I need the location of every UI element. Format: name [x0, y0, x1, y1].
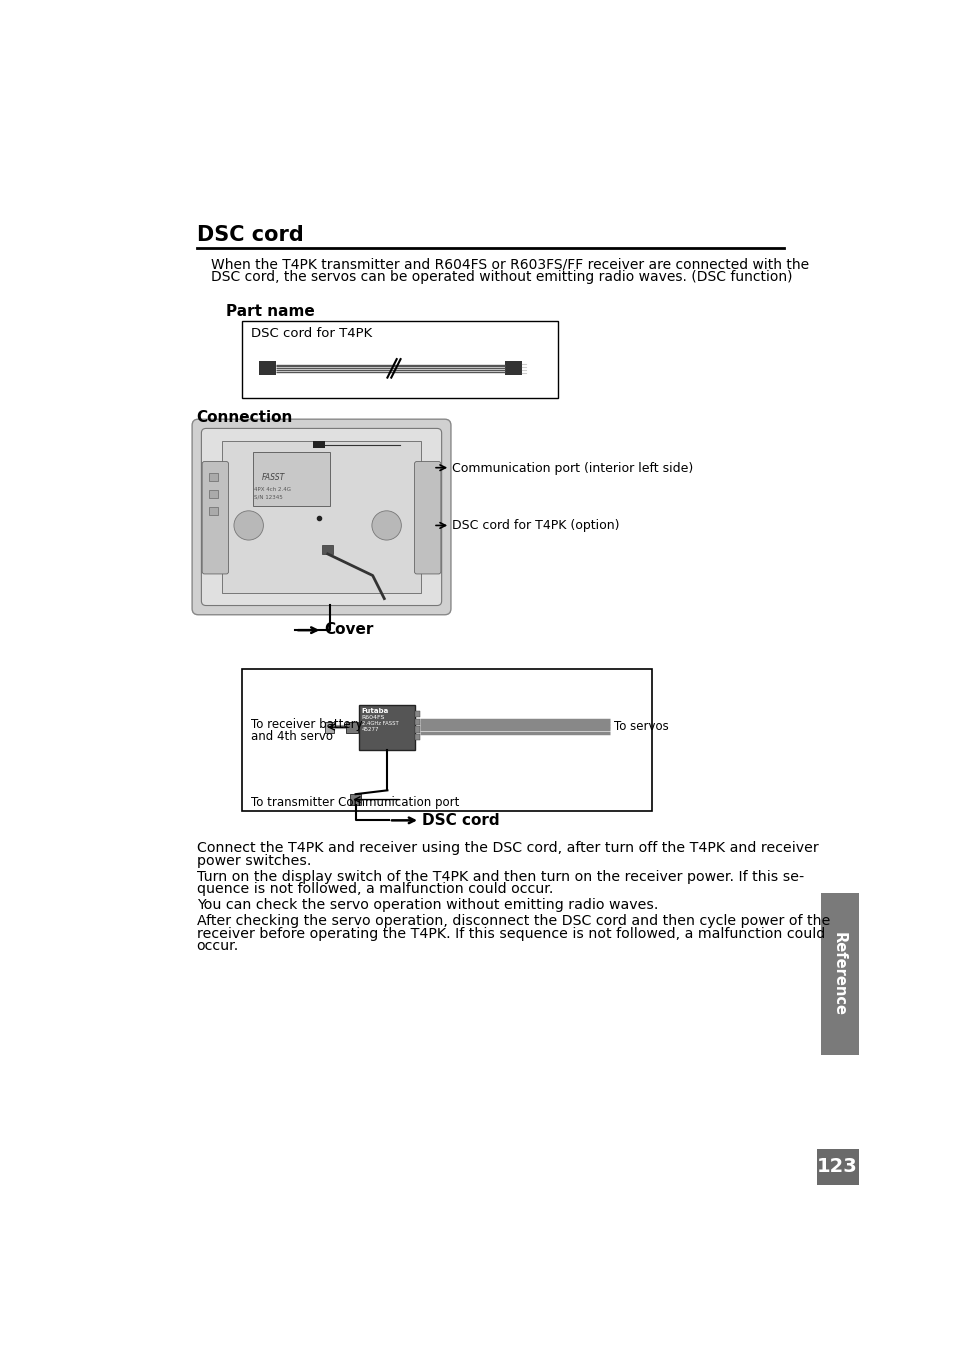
Bar: [505, 362, 521, 375]
Bar: [258, 362, 275, 375]
Text: Connection: Connection: [196, 410, 293, 425]
Text: Part name: Part name: [226, 305, 314, 320]
Bar: [209, 472, 218, 481]
Bar: [415, 726, 419, 733]
Bar: [324, 722, 334, 733]
FancyBboxPatch shape: [192, 420, 451, 614]
Text: occur.: occur.: [196, 940, 239, 953]
Bar: [209, 490, 218, 498]
Bar: [313, 440, 325, 448]
Bar: [253, 452, 330, 506]
Text: DSC cord: DSC cord: [422, 813, 499, 828]
Text: Turn on the display switch of the T4PK and then turn on the receiver power. If t: Turn on the display switch of the T4PK a…: [196, 869, 803, 884]
Bar: [209, 508, 218, 514]
Bar: [415, 734, 419, 740]
Text: power switches.: power switches.: [196, 853, 311, 868]
Bar: [241, 668, 652, 811]
Text: To transmitter Communication port: To transmitter Communication port: [251, 795, 459, 809]
Text: Communication port (interior left side): Communication port (interior left side): [452, 462, 693, 475]
Text: After checking the servo operation, disconnect the DSC cord and then cycle power: After checking the servo operation, disc…: [196, 914, 829, 927]
Text: Reference: Reference: [831, 933, 846, 1017]
Text: DSC cord, the servos can be operated without emitting radio waves. (DSC function: DSC cord, the servos can be operated wit…: [211, 270, 791, 284]
Bar: [322, 544, 333, 554]
Bar: [816, 1149, 858, 1184]
Bar: [415, 711, 419, 717]
Text: Futaba: Futaba: [361, 707, 389, 714]
FancyBboxPatch shape: [201, 428, 441, 606]
Bar: [345, 722, 357, 733]
Text: receiver before operating the T4PK. If this sequence is not followed, a malfunct: receiver before operating the T4PK. If t…: [196, 926, 824, 941]
Text: You can check the servo operation without emitting radio waves.: You can check the servo operation withou…: [196, 898, 658, 913]
Text: FASST: FASST: [261, 474, 285, 482]
Text: R604FS: R604FS: [361, 716, 385, 720]
Text: To receiver battery: To receiver battery: [251, 718, 362, 730]
Text: To servos: To servos: [613, 721, 668, 733]
Bar: [241, 320, 558, 398]
Bar: [415, 718, 419, 725]
FancyBboxPatch shape: [415, 462, 440, 574]
Bar: [221, 440, 421, 593]
Text: 4PX 4ch 2.4G: 4PX 4ch 2.4G: [253, 487, 291, 491]
Text: When the T4PK transmitter and R604FS or R603FS/FF receiver are connected with th: When the T4PK transmitter and R604FS or …: [211, 258, 808, 271]
Text: DSC cord: DSC cord: [196, 225, 303, 246]
Ellipse shape: [233, 510, 263, 540]
Text: Cover: Cover: [324, 622, 374, 637]
FancyBboxPatch shape: [202, 462, 229, 574]
Text: DSC cord for T4PK (option): DSC cord for T4PK (option): [452, 520, 619, 532]
Text: 45277: 45277: [361, 728, 379, 732]
Text: and 4th servo: and 4th servo: [251, 730, 333, 744]
Text: 123: 123: [817, 1157, 857, 1176]
Text: DSC cord for T4PK: DSC cord for T4PK: [251, 327, 372, 340]
Bar: [359, 705, 415, 749]
Text: Connect the T4PK and receiver using the DSC cord, after turn off the T4PK and re: Connect the T4PK and receiver using the …: [196, 841, 818, 855]
Text: 2.4GHz FASST: 2.4GHz FASST: [361, 721, 398, 726]
Text: quence is not followed, a malfunction could occur.: quence is not followed, a malfunction co…: [196, 883, 553, 896]
Text: S/N 12345: S/N 12345: [253, 494, 282, 499]
Bar: [820, 894, 858, 1056]
Bar: [350, 794, 360, 805]
Ellipse shape: [372, 510, 401, 540]
